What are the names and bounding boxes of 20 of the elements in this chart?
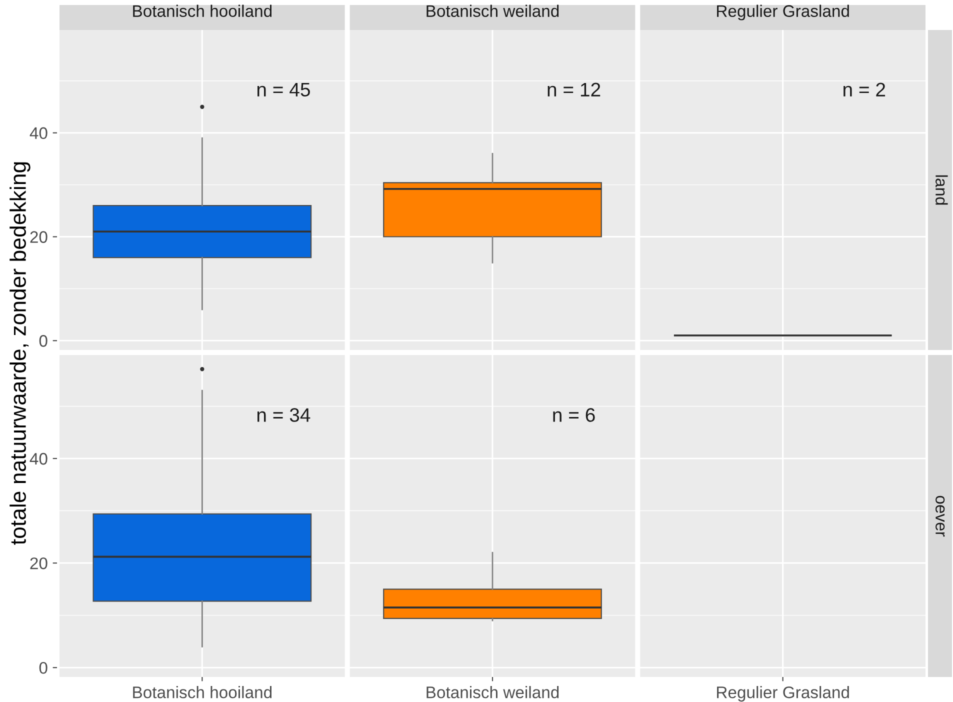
annotation: n = 6 — [553, 408, 595, 422]
y-tick-label: 20 — [30, 231, 48, 243]
annotation: n = 45 — [257, 82, 310, 97]
y-tick-label: 40 — [30, 452, 48, 465]
y-tick-label: 40 — [30, 127, 48, 140]
y-tick-label: 20 — [30, 557, 48, 570]
annotation: n = 34 — [257, 408, 310, 422]
x-tick-label: Botanisch hooiland — [133, 4, 272, 17]
x-tick-label: Botanisch weiland — [426, 686, 559, 698]
y-axis-title: totale natuurwaarde, zonder bedekking — [10, 162, 30, 545]
y-tick-label: 0 — [39, 335, 48, 347]
x-tick-label: Regulier Grasland — [717, 686, 849, 702]
y2-axis-title: oever — [936, 496, 945, 537]
y2-axis-title: land — [936, 175, 948, 205]
x-tick-label: Regulier Grasland — [717, 4, 849, 20]
x-tick-label: Botanisch hooiland — [133, 686, 272, 698]
y-tick-label: 0 — [39, 662, 48, 674]
annotation: n = 2 — [844, 82, 886, 96]
annotation: n = 12 — [548, 82, 600, 96]
x-tick-label: Botanisch weiland — [426, 4, 559, 17]
